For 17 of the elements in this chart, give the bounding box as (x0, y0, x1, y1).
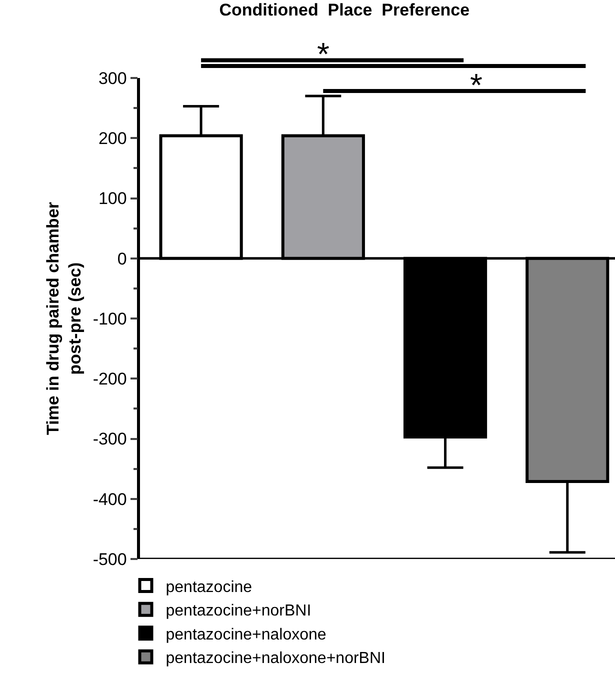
y-tick-label: -500 (92, 550, 127, 569)
legend-label: pentazocine (166, 578, 252, 596)
chart-title: Conditioned Place Preference (219, 0, 470, 20)
y-tick-label: -400 (92, 490, 127, 509)
y-axis-title: Time in drug paired chamber post-pre (sec) (43, 202, 84, 436)
y-tick-label: -200 (92, 370, 127, 389)
y-tick-label: -100 (92, 309, 127, 328)
y-tick-label: 100 (98, 189, 127, 208)
y-tick-label: 200 (98, 129, 127, 148)
annotation: * (470, 67, 482, 103)
text: * (317, 36, 330, 72)
y-tick-label: 300 (98, 68, 127, 88)
y-tick-label: -300 (92, 430, 127, 449)
legend-label: pentazocine+naloxone (166, 626, 326, 644)
legend-label: pentazocine+naloxone+norBNI (166, 650, 386, 668)
y-tick-label: 0 (117, 249, 127, 268)
legend-label: pentazocine+norBNI (166, 602, 312, 620)
